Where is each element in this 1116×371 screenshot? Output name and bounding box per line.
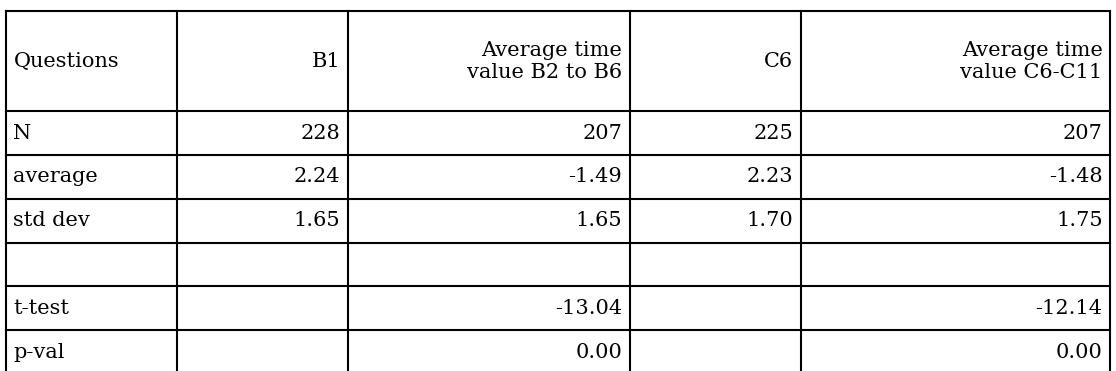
Text: B1: B1: [311, 52, 340, 71]
Text: Average time
value C6-C11: Average time value C6-C11: [961, 41, 1103, 82]
Text: 207: 207: [1062, 124, 1103, 143]
Text: 0.00: 0.00: [1056, 342, 1103, 362]
Text: Questions: Questions: [13, 52, 119, 71]
Text: std dev: std dev: [13, 211, 90, 230]
Text: 1.65: 1.65: [576, 211, 622, 230]
Text: -1.49: -1.49: [568, 167, 622, 187]
Text: 1.70: 1.70: [747, 211, 793, 230]
Text: Average time
value B2 to B6: Average time value B2 to B6: [466, 41, 622, 82]
Text: 1.75: 1.75: [1056, 211, 1103, 230]
Text: p-val: p-val: [13, 342, 65, 362]
Text: 2.23: 2.23: [747, 167, 793, 187]
Text: 228: 228: [300, 124, 340, 143]
Text: t-test: t-test: [13, 299, 69, 318]
Text: average: average: [13, 167, 98, 187]
Text: -13.04: -13.04: [555, 299, 622, 318]
Text: -12.14: -12.14: [1036, 299, 1103, 318]
Text: 1.65: 1.65: [294, 211, 340, 230]
Text: 0.00: 0.00: [575, 342, 622, 362]
Text: 225: 225: [753, 124, 793, 143]
Text: 207: 207: [583, 124, 622, 143]
Text: -1.48: -1.48: [1049, 167, 1103, 187]
Text: 2.24: 2.24: [294, 167, 340, 187]
Text: N: N: [13, 124, 31, 143]
Text: C6: C6: [764, 52, 793, 71]
